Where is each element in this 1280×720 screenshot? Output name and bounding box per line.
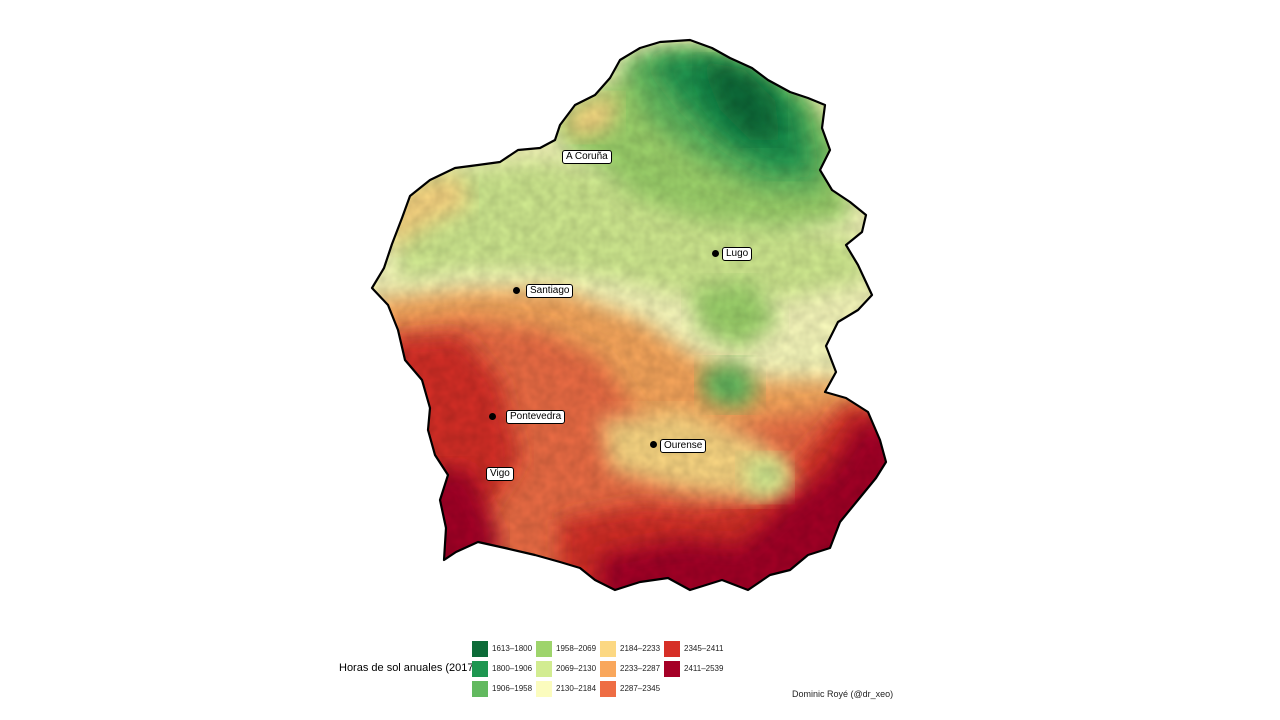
city-dot-pontevedra — [489, 413, 496, 420]
legend-swatch-8 — [600, 661, 616, 677]
legend-swatch-7 — [600, 641, 616, 657]
legend-label-3: 1906–1958 — [492, 684, 533, 693]
legend-label-7: 2184–2233 — [620, 644, 661, 653]
legend-swatch-2 — [472, 661, 488, 677]
legend-swatch-11 — [664, 661, 680, 677]
city-label-lugo: Lugo — [722, 247, 753, 261]
sunshine-zones — [372, 40, 886, 590]
author-credit: Dominic Royé (@dr_xeo) — [792, 689, 894, 699]
legend-swatch-6 — [536, 681, 552, 697]
city-dot-lugo — [712, 250, 719, 257]
city-label-a-coru-a: A Coruña — [562, 150, 612, 164]
legend-label-11: 2411–2539 — [684, 664, 724, 673]
city-label-pontevedra: Pontevedra — [506, 410, 566, 424]
legend-label-9: 2287–2345 — [620, 684, 661, 693]
legend-swatch-1 — [472, 641, 488, 657]
legend-label-2: 1800–1906 — [492, 664, 533, 673]
legend-swatch-4 — [536, 641, 552, 657]
legend-label-8: 2233–2287 — [620, 664, 661, 673]
legend-label-10: 2345–2411 — [684, 644, 724, 653]
legend-swatch-10 — [664, 641, 680, 657]
city-label-vigo: Vigo — [486, 467, 514, 481]
legend-label-1: 1613–1800 — [492, 644, 533, 653]
legend-label-4: 1958–2069 — [556, 644, 597, 653]
legend-swatch-3 — [472, 681, 488, 697]
legend-swatch-5 — [536, 661, 552, 677]
city-label-ourense: Ourense — [660, 439, 707, 453]
legend-label-5: 2069–2130 — [556, 664, 597, 673]
raster-texture — [372, 40, 886, 590]
city-dot-ourense — [650, 441, 657, 448]
city-dot-santiago — [513, 287, 520, 294]
legend-label-6: 2130–2184 — [556, 684, 597, 693]
legend-swatch-9 — [600, 681, 616, 697]
city-label-santiago: Santiago — [526, 284, 574, 298]
legend-title: Horas de sol anuales (2017) — [339, 662, 478, 674]
